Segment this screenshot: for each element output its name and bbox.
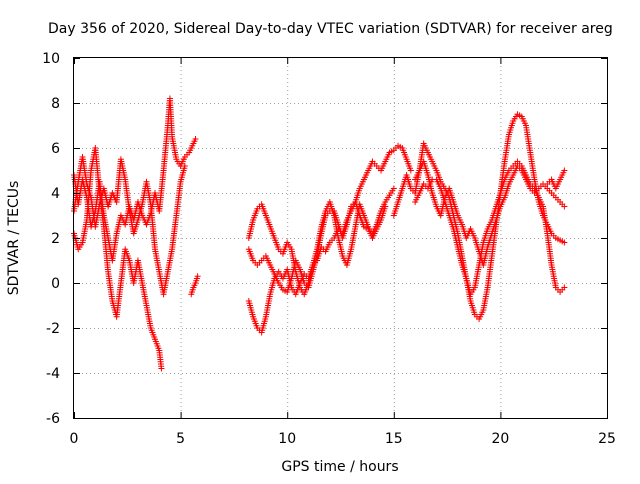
y-tick-label: 2 <box>51 231 60 247</box>
chart-title: Day 356 of 2020, Sidereal Day-to-day VTE… <box>48 21 613 37</box>
data-point <box>181 163 188 169</box>
data-point <box>407 167 414 174</box>
y-axis-label: SDTVAR / TECUs <box>6 181 22 296</box>
axis-ticks <box>74 58 608 419</box>
x-tick-label: 25 <box>598 431 616 447</box>
data-point <box>390 185 397 192</box>
x-tick-labels: 0 5 10 15 20 25 <box>70 431 616 447</box>
y-tick-label: 8 <box>51 96 60 112</box>
y-tick-label: 4 <box>51 186 60 202</box>
x-axis-label: GPS time / hours <box>281 459 398 475</box>
data-point <box>561 203 568 210</box>
plot-frame <box>73 57 608 419</box>
y-tick-label: 0 <box>51 276 60 292</box>
y-tick-labels: -6 -4 -2 0 2 4 6 8 10 <box>42 51 60 427</box>
data-point <box>192 136 199 142</box>
data-point <box>382 203 389 210</box>
x-tick-label: 20 <box>491 431 509 447</box>
data-point <box>158 365 165 372</box>
y-tick-label: -2 <box>46 321 60 337</box>
y-tick-label: 10 <box>42 51 60 67</box>
x-tick-label: 5 <box>176 431 185 447</box>
x-tick-label: 10 <box>278 431 296 447</box>
y-tick-label: -6 <box>46 411 60 427</box>
data-point <box>561 167 568 174</box>
y-tick-label: -4 <box>46 366 60 382</box>
data-points <box>71 95 568 372</box>
x-tick-label: 0 <box>70 431 79 447</box>
x-tick-label: 15 <box>385 431 403 447</box>
y-tick-label: 6 <box>51 141 60 157</box>
data-point <box>561 239 568 246</box>
data-point <box>561 284 568 291</box>
data-point <box>194 273 201 280</box>
